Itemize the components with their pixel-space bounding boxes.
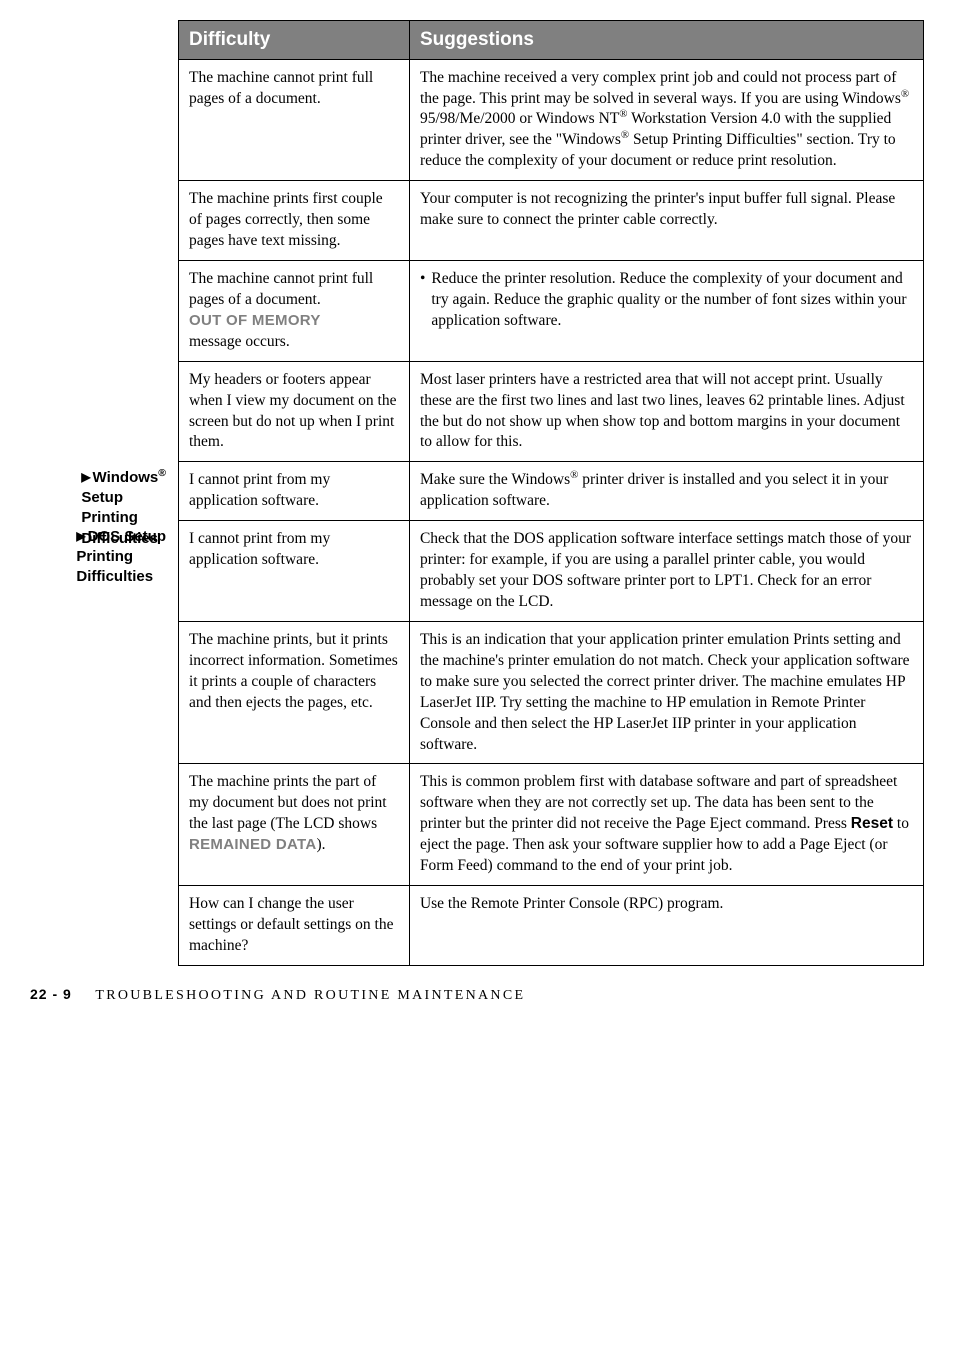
dos-setup-label: ▶DOS SetupPrintingDifficulties: [76, 527, 170, 588]
table-row: The machine cannot print full pages of a…: [179, 261, 924, 362]
difficulty-cell: My headers or footers appear when I view…: [179, 361, 410, 462]
out-of-memory-text: OUT OF MEMORY: [189, 312, 321, 329]
page-number: 22 - 9: [30, 986, 72, 1002]
difficulty-cell: The machine prints the part of my docume…: [179, 764, 410, 886]
page-content: ▶Windows® SetupPrintingDifficulties ▶DOS…: [30, 20, 924, 966]
suggestion-cell: This is common problem first with databa…: [409, 764, 923, 886]
table-row: How can I change the user settings or de…: [179, 886, 924, 966]
table-row: I cannot print from my application softw…: [179, 521, 924, 622]
header-suggestions: Suggestions: [409, 21, 923, 60]
table-row: The machine cannot print full pages of a…: [179, 59, 924, 181]
difficulty-cell: How can I change the user settings or de…: [179, 886, 410, 966]
table-row: The machine prints first couple of pages…: [179, 181, 924, 261]
difficulty-cell: I cannot print from my application softw…: [179, 462, 410, 521]
table-row: The machine prints the part of my docume…: [179, 764, 924, 886]
header-difficulty: Difficulty: [179, 21, 410, 60]
windows-text: Windows: [93, 469, 159, 486]
table-row: I cannot print from my application softw…: [179, 462, 924, 521]
triangle-icon: ▶: [76, 528, 85, 544]
triangle-icon: ▶: [81, 469, 90, 485]
suggestion-cell: • Reduce the printer resolution. Reduce …: [409, 261, 923, 362]
dos-text: DOS SetupPrintingDifficulties: [76, 528, 166, 586]
page-footer: 22 - 9 TROUBLESHOOTING AND ROUTINE MAINT…: [30, 986, 924, 1004]
reset-label: Reset: [851, 815, 893, 832]
table-row: My headers or footers appear when I view…: [179, 361, 924, 462]
suggestion-cell: Check that the DOS application software …: [409, 521, 923, 622]
table-header-row: Difficulty Suggestions: [179, 21, 924, 60]
bullet-text: Reduce the printer resolution. Reduce th…: [431, 269, 913, 332]
suggestion-cell: Most laser printers have a restricted ar…: [409, 361, 923, 462]
bullet-icon: •: [420, 269, 425, 332]
difficulty-cell: The machine cannot print full pages of a…: [179, 261, 410, 362]
suggestion-cell: This is an indication that your applicat…: [409, 621, 923, 764]
footer-title: TROUBLESHOOTING AND ROUTINE MAINTENANCE: [95, 988, 525, 1003]
suggestion-cell: Make sure the Windows® printer driver is…: [409, 462, 923, 521]
difficulty-cell: The machine prints, but it prints incorr…: [179, 621, 410, 764]
difficulty-cell: The machine cannot print full pages of a…: [179, 59, 410, 181]
suggestion-cell: The machine received a very complex prin…: [409, 59, 923, 181]
remained-data-text: REMAINED DATA: [189, 836, 317, 853]
side-labels-column: ▶Windows® SetupPrintingDifficulties ▶DOS…: [30, 20, 170, 966]
suggestion-cell: Your computer is not recognizing the pri…: [409, 181, 923, 261]
table-row: The machine prints, but it prints incorr…: [179, 621, 924, 764]
difficulty-cell: I cannot print from my application softw…: [179, 521, 410, 622]
troubleshooting-table: Difficulty Suggestions The machine canno…: [178, 20, 924, 966]
suggestion-cell: Use the Remote Printer Console (RPC) pro…: [409, 886, 923, 966]
reg-mark: ®: [158, 467, 166, 479]
difficulty-cell: The machine prints first couple of pages…: [179, 181, 410, 261]
